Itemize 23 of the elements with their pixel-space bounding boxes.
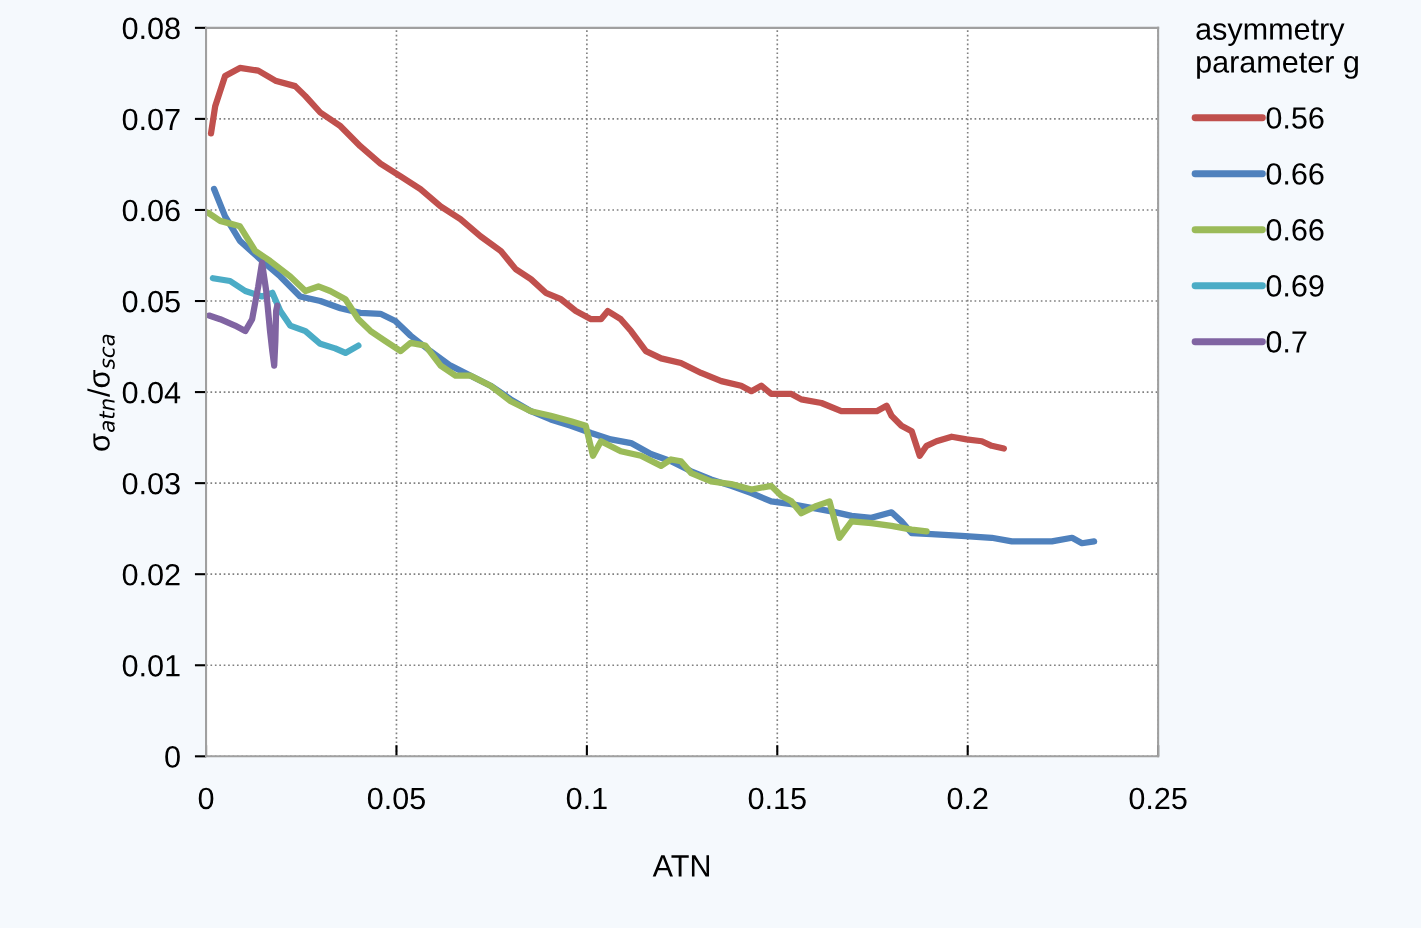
legend-label: 0.69: [1266, 275, 1324, 297]
y-tick-label: 0.02: [122, 563, 180, 586]
legend-label: 0.56: [1266, 107, 1324, 129]
y-tick-label: 0.06: [122, 199, 180, 222]
legend-label: 0.66: [1266, 163, 1324, 185]
x-tick-label: 0.25: [1129, 787, 1187, 810]
x-axis-title: ATN: [652, 855, 710, 877]
x-tick-label: 0.1: [566, 787, 607, 810]
y-tick-label: 0.04: [122, 381, 181, 404]
x-tick-label: 0.05: [367, 787, 425, 810]
x-tick-label: 0.15: [748, 787, 806, 810]
y-tick-label: 0.07: [122, 108, 180, 131]
y-tick-label: 0.03: [122, 472, 180, 495]
y-axis-title: σ$_{atn}$/σ$_{sca}$: [87, 334, 115, 451]
legend-label: 0.7: [1266, 331, 1307, 353]
y-tick-label: 0: [165, 746, 180, 768]
y-tick-label: 0.01: [122, 655, 180, 677]
legend-title: asymmetry parameter g: [1196, 19, 1358, 79]
x-tick-label: 0: [198, 787, 214, 810]
legend-label: 0.66: [1266, 219, 1324, 241]
x-tick-label: 0.2: [947, 787, 988, 810]
y-tick-label: 0.05: [122, 290, 180, 313]
y-tick-label: 0.08: [122, 17, 180, 40]
